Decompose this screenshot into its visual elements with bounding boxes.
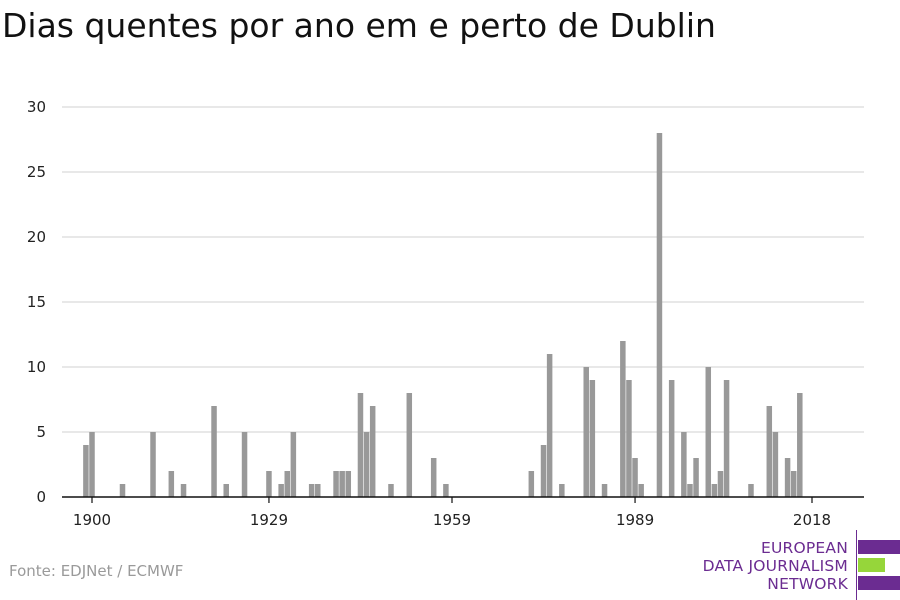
gridlines [62,106,864,433]
y-tick-label-5: 5 [36,423,46,441]
chart-title: Dias quentes por ano em e perto de Dubli… [2,6,716,45]
logo-text-line3: NETWORK [767,575,848,593]
bar-1942 [345,471,352,497]
bar-1956 [430,458,437,497]
source-note: Fonte: EDJNet / ECMWF [9,562,184,580]
x-tick-label-1959: 1959 [433,511,471,529]
bar-1910 [150,432,156,497]
bar-1932 [284,471,291,497]
bar-1977 [559,484,565,497]
edjnet-logo: EUROPEAN DATA JOURNALISM NETWORK [690,530,900,600]
bar-2002 [711,484,718,497]
bar-1915 [180,484,187,497]
bars [83,133,803,497]
bar-1989 [632,458,638,497]
bar-1997 [681,432,687,497]
bar-2015 [790,471,797,497]
x-tick-label-1929: 1929 [250,511,288,529]
bar-1925 [241,432,248,497]
bar-1937 [315,484,321,497]
bar-1949 [388,484,394,497]
bar-1941 [339,471,345,497]
bar-1998 [687,484,693,497]
bar-1972 [528,471,535,497]
y-axis-labels: 0 5 10 15 20 25 30 [27,98,46,506]
bar-1933 [290,432,297,497]
bar-1931 [278,484,284,497]
y-tick-label-20: 20 [27,228,46,246]
y-tick-label-15: 15 [27,293,46,311]
bar-1990 [638,484,644,497]
logo-text-line2: DATA JOURNALISM [702,557,848,575]
logo-bar-middle [858,558,885,572]
y-tick-label-0: 0 [36,488,46,506]
bar-1988 [626,380,632,497]
bar-1993 [656,133,663,497]
bar-1974 [540,445,547,497]
bar-1952 [406,393,413,497]
bar-1922 [223,484,229,497]
bar-1920 [211,406,217,497]
bar-2001 [705,367,712,497]
bar-1905 [119,484,126,497]
bar-2003 [717,471,724,497]
logo-bar-top [858,540,900,554]
x-axis-ticks: 1900 1929 1959 1989 2018 [73,497,831,529]
bar-chart: 0 5 10 15 20 25 30 1900 1929 1959 1989 2018 [27,98,864,529]
bar-2011 [766,406,773,497]
bar-2012 [772,432,779,497]
x-tick-label-1900: 1900 [73,511,111,529]
bar-1984 [601,484,608,497]
bar-1995 [668,380,675,497]
bar-1958 [443,484,449,497]
bar-1936 [308,484,315,497]
bar-2016 [797,393,803,497]
bar-2008 [748,484,754,497]
bar-1913 [168,471,175,497]
bar-1899 [83,445,89,497]
bar-1975 [546,354,553,497]
x-tick-label-1989: 1989 [616,511,654,529]
y-tick-label-10: 10 [27,358,46,376]
bar-1982 [589,380,596,497]
bar-1940 [333,471,339,497]
y-tick-label-25: 25 [27,163,46,181]
logo-bar-bottom [858,576,900,590]
bar-1944 [357,393,364,497]
bar-1900 [89,432,95,497]
bar-1945 [363,432,370,497]
logo-divider [856,530,857,600]
bar-2004 [723,380,730,497]
bar-1999 [693,458,699,497]
y-tick-label-30: 30 [27,98,46,116]
bar-1981 [583,367,589,497]
bar-1946 [369,406,376,497]
bar-1929 [266,471,272,497]
bar-2014 [784,458,791,497]
bar-1987 [620,341,626,497]
logo-text-line1: EUROPEAN [760,539,848,557]
x-tick-label-2018: 2018 [793,511,831,529]
